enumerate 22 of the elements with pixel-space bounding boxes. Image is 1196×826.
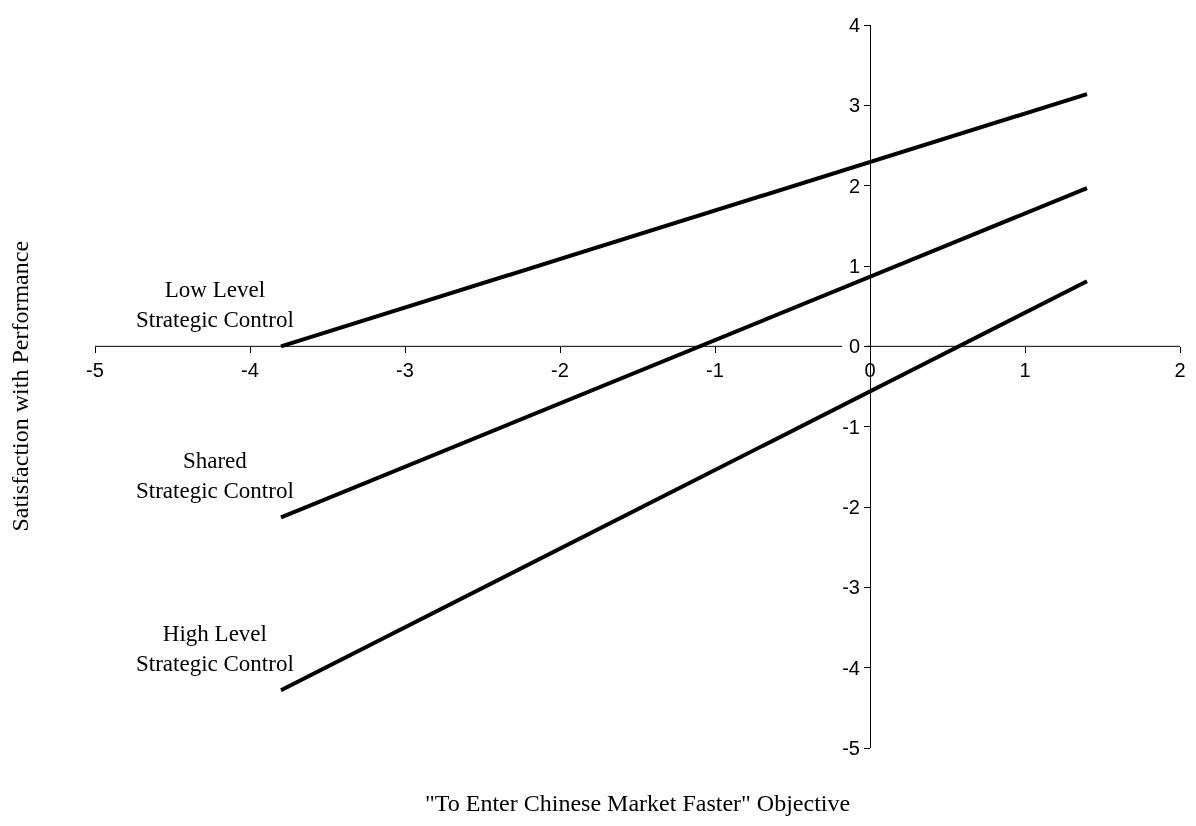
x-tick-label: -1 bbox=[706, 359, 724, 382]
y-tick-label: 4 bbox=[848, 14, 860, 36]
y-tick-label: -4 bbox=[842, 656, 860, 679]
x-tick-label: 1 bbox=[1019, 359, 1031, 382]
y-axis-title: Satisfaction with Performance bbox=[6, 240, 33, 532]
x-tick-label: -4 bbox=[241, 359, 259, 382]
series-label: High Level Strategic Control bbox=[136, 621, 294, 676]
y-tick-label: -2 bbox=[842, 496, 860, 518]
y-tick-label: -5 bbox=[842, 737, 860, 759]
y-tick-label: 2 bbox=[848, 174, 860, 197]
series-label: Shared Strategic Control bbox=[136, 448, 294, 503]
x-axis-title: "To Enter Chinese Market Faster" Objective bbox=[425, 790, 851, 816]
x-tick-label: -3 bbox=[396, 359, 414, 382]
y-tick-label: 1 bbox=[848, 255, 860, 277]
x-tick-label: -2 bbox=[551, 359, 569, 382]
x-tick-label: 2 bbox=[1174, 359, 1186, 382]
series-label: Low Level Strategic Control bbox=[136, 277, 294, 332]
y-tick-label: 0 bbox=[848, 335, 860, 358]
y-tick-label: -3 bbox=[842, 576, 860, 599]
y-tick-label: -1 bbox=[842, 415, 860, 438]
x-tick-label: -5 bbox=[86, 359, 104, 382]
y-tick-label: 3 bbox=[848, 94, 860, 117]
